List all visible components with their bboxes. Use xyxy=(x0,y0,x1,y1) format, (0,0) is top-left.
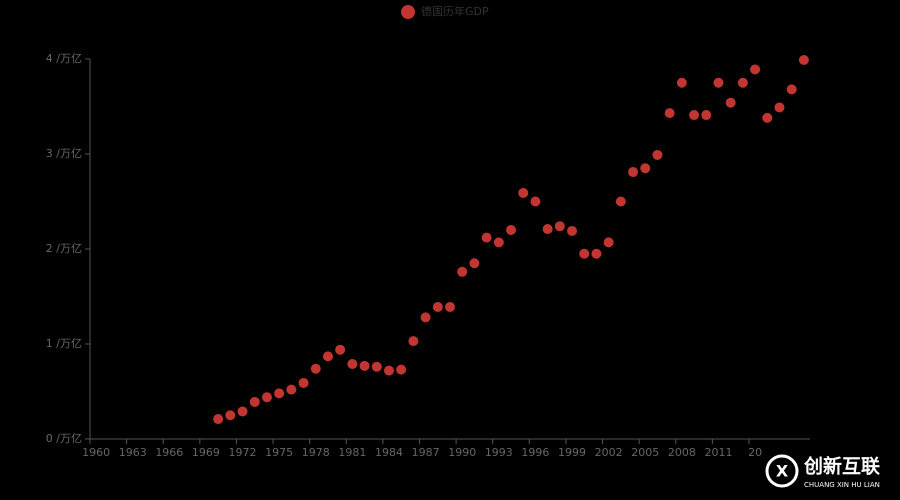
scatter-point xyxy=(737,77,748,88)
scatter-point xyxy=(359,360,370,371)
scatter-point xyxy=(542,224,553,235)
scatter-point xyxy=(689,110,700,121)
scatter-point xyxy=(481,232,492,243)
scatter-point xyxy=(506,225,517,235)
scatter-point xyxy=(298,377,309,388)
x-tick-label: 1984 xyxy=(375,446,403,459)
x-tick-label: 1987 xyxy=(412,446,440,459)
scatter-point xyxy=(347,358,358,369)
x-tick-label: 1990 xyxy=(448,446,476,459)
scatter-point xyxy=(567,225,578,236)
y-tick-label: 4 /万亿 xyxy=(46,52,82,65)
scatter-point xyxy=(530,196,541,207)
x-tick-label: 1978 xyxy=(302,446,330,459)
watermark-logo-mark: X xyxy=(776,462,789,481)
scatter-point xyxy=(408,336,419,347)
x-tick-label: 1969 xyxy=(192,446,220,459)
scatter-point xyxy=(591,248,602,259)
x-tick-label: 1972 xyxy=(229,446,257,459)
y-tick-label: 1 /万亿 xyxy=(46,337,82,350)
scatter-point xyxy=(371,361,382,372)
scatter-point xyxy=(286,384,297,395)
scatter-point xyxy=(652,149,663,160)
scatter-point xyxy=(469,258,480,269)
scatter-point xyxy=(640,163,651,174)
scatter-point xyxy=(420,312,431,323)
watermark: X 创新互联 CHUANG XIN HU LIAN xyxy=(765,454,880,489)
scatter-point xyxy=(310,363,321,374)
legend-label: 德国历年GDP xyxy=(421,4,489,18)
scatter-point xyxy=(493,237,504,248)
scatter-point xyxy=(554,221,565,232)
scatter-point xyxy=(335,344,346,355)
scatter-point xyxy=(457,266,468,277)
scatter-point xyxy=(786,84,797,95)
scatter-point xyxy=(237,406,248,417)
scatter-point xyxy=(603,237,614,248)
y-tick-label: 3 /万亿 xyxy=(46,147,82,160)
x-tick-label: 1975 xyxy=(265,446,293,459)
scatter-point xyxy=(762,112,773,123)
scatter-point xyxy=(798,54,809,65)
y-tick-label: 0 /万亿 xyxy=(46,432,82,445)
scatter-point xyxy=(274,388,285,399)
scatter-point xyxy=(261,392,272,403)
scatter-point xyxy=(518,187,529,198)
x-tick-label: 1963 xyxy=(119,446,147,459)
scatter-point xyxy=(249,396,260,407)
scatter-point xyxy=(615,196,626,207)
watermark-logo xyxy=(765,454,799,488)
x-tick-label: 2008 xyxy=(668,446,696,459)
x-tick-label: 1966 xyxy=(155,446,183,459)
scatter-point xyxy=(725,97,736,108)
x-tick-label: 2005 xyxy=(631,446,659,459)
scatter-point xyxy=(774,102,785,113)
watermark-subtitle: CHUANG XIN HU LIAN xyxy=(804,481,880,489)
x-tick-label: 2002 xyxy=(595,446,623,459)
scatter-point xyxy=(701,110,712,121)
x-tick-label: 20 xyxy=(748,446,762,459)
y-tick-label: 2 /万亿 xyxy=(46,242,82,255)
scatter-point xyxy=(225,410,236,421)
scatter-point xyxy=(432,301,443,312)
x-tick-label: 2011 xyxy=(704,446,732,459)
x-tick-label: 1993 xyxy=(485,446,513,459)
watermark-title: 创新互联 xyxy=(803,455,880,478)
scatter-point xyxy=(628,167,639,178)
scatter-point xyxy=(213,414,224,425)
x-tick-label: 1996 xyxy=(521,446,549,459)
scatter-point xyxy=(579,248,590,259)
scatter-point xyxy=(713,77,724,88)
x-tick-label: 1960 xyxy=(82,446,110,459)
scatter-point xyxy=(445,301,455,312)
scatter-point xyxy=(750,64,761,75)
scatter-point xyxy=(676,77,687,88)
scatter-point xyxy=(664,108,675,119)
scatter-point xyxy=(396,364,407,375)
x-tick-label: 1981 xyxy=(338,446,366,459)
legend-marker xyxy=(401,5,415,19)
scatter-point xyxy=(322,351,333,362)
scatter-point xyxy=(383,365,394,376)
x-tick-label: 1999 xyxy=(558,446,586,459)
